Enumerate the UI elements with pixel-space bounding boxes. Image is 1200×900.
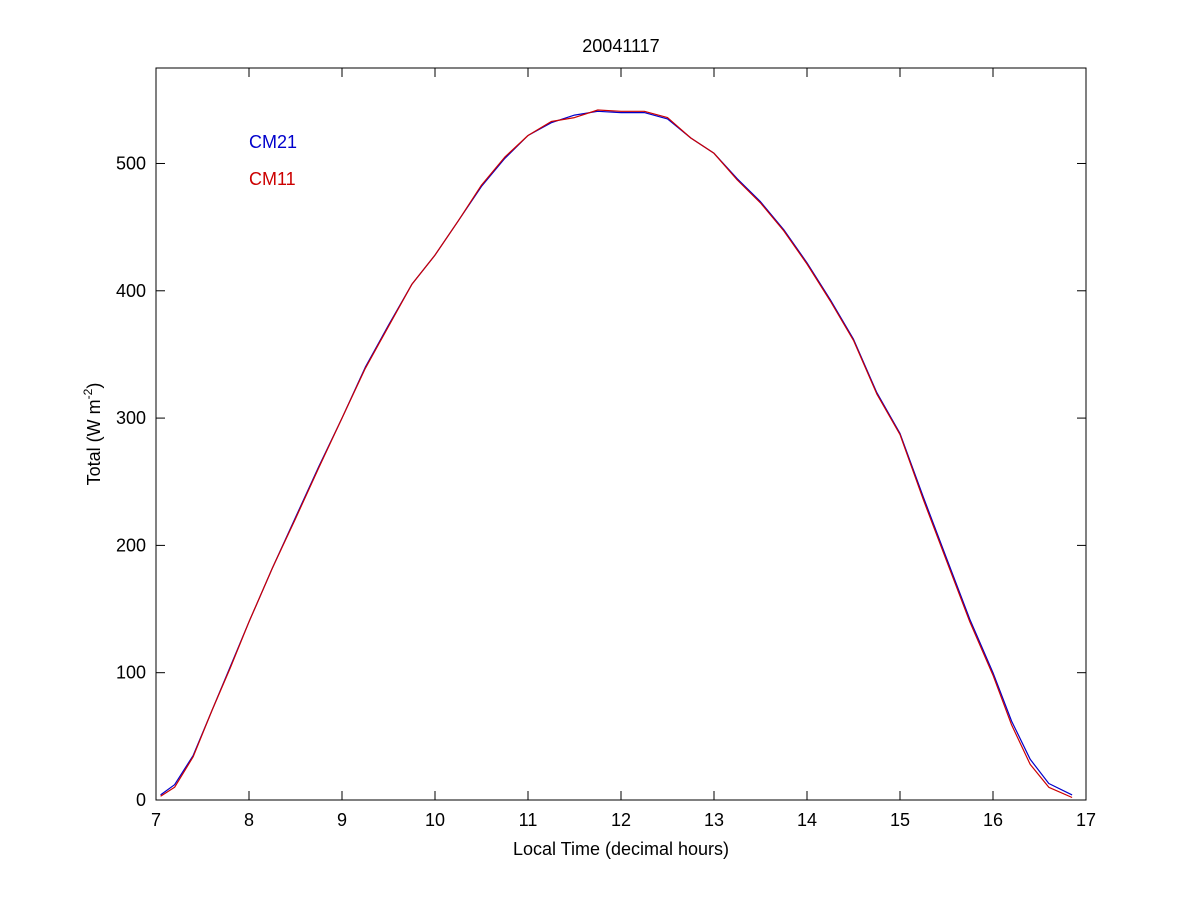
- y-tick-label: 0: [136, 790, 146, 810]
- x-tick-label: 7: [151, 810, 161, 830]
- plot-area: [155, 67, 1087, 801]
- x-axis-label: Local Time (decimal hours): [513, 839, 729, 859]
- legend-entry-cm11: CM11: [249, 169, 296, 189]
- x-tick-label: 13: [704, 810, 724, 830]
- x-tick-label: 10: [425, 810, 445, 830]
- x-tick-label: 16: [983, 810, 1003, 830]
- legend-entry-cm21: CM21: [249, 132, 297, 152]
- y-tick-label: 300: [116, 408, 146, 428]
- y-tick-label: 400: [116, 281, 146, 301]
- x-tick-label: 8: [244, 810, 254, 830]
- series-lines: [160, 109, 1073, 799]
- y-tick-label: 500: [116, 153, 146, 173]
- x-tick-label: 11: [519, 810, 538, 830]
- y-axis-ticks: 0 100 200 300 400 500: [116, 153, 1086, 810]
- x-tick-label: 12: [611, 810, 631, 830]
- y-axis-label-superscript: -2: [81, 388, 95, 399]
- chart-title: 20041117: [582, 36, 659, 56]
- y-tick-label: 100: [116, 663, 146, 683]
- y-axis-label: Total (W m-2): [81, 383, 104, 486]
- x-axis-ticks: 7 8 9 10 11 12 13 14 15 16 17: [151, 68, 1096, 830]
- y-axis-label-close: ): [84, 383, 104, 389]
- x-tick-label: 14: [797, 810, 817, 830]
- x-tick-label: 9: [337, 810, 347, 830]
- y-axis-label-main: Total (W m: [84, 399, 104, 485]
- y-tick-label: 200: [116, 535, 146, 555]
- x-tick-label: 15: [890, 810, 910, 830]
- x-tick-label: 17: [1076, 810, 1096, 830]
- series-line-cm11: [160, 109, 1073, 799]
- legend: CM21 CM11: [249, 132, 297, 189]
